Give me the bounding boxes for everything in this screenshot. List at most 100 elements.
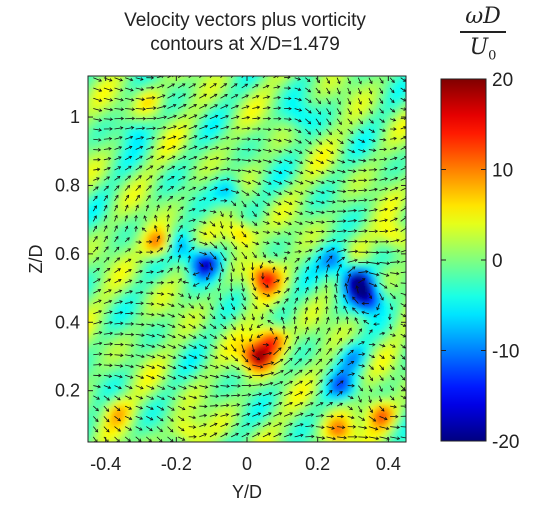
- velocity-vector-head: [151, 136, 156, 140]
- velocity-vector: [146, 165, 153, 171]
- velocity-vector: [273, 412, 282, 417]
- velocity-vector: [93, 385, 101, 388]
- velocity-vector-head: [236, 403, 241, 407]
- velocity-vector-head: [285, 276, 289, 281]
- velocity-vector: [146, 261, 154, 263]
- velocity-vector-head: [240, 278, 245, 283]
- velocity-vector: [220, 104, 229, 109]
- velocity-vector-head: [309, 380, 313, 384]
- velocity-vector: [283, 380, 293, 386]
- velocity-vector-head: [172, 155, 176, 159]
- velocity-vector: [336, 316, 339, 325]
- velocity-vector-head: [314, 275, 319, 279]
- velocity-vector: [347, 179, 357, 182]
- velocity-vector-head: [181, 304, 185, 308]
- velocity-vector-head: [328, 131, 332, 136]
- velocity-vector-head: [244, 83, 249, 87]
- velocity-vector: [390, 261, 400, 263]
- velocity-vector-head: [128, 155, 133, 160]
- velocity-vector: [146, 185, 152, 191]
- velocity-vector-head: [140, 87, 145, 92]
- velocity-vector: [368, 118, 374, 124]
- velocity-vector-head: [214, 104, 218, 108]
- velocity-vector: [93, 267, 100, 274]
- velocity-vector: [197, 293, 200, 300]
- velocity-vector: [177, 176, 186, 181]
- velocity-vector-head: [266, 230, 271, 235]
- velocity-vector-head: [203, 208, 207, 213]
- velocity-vector-head: [153, 224, 158, 229]
- velocity-vector-head: [231, 268, 235, 273]
- velocity-vector: [400, 97, 406, 102]
- velocity-vector-head: [108, 374, 113, 378]
- velocity-vector: [368, 354, 375, 358]
- velocity-vector-head: [240, 339, 245, 343]
- velocity-vector: [124, 156, 132, 161]
- velocity-vector-head: [384, 416, 388, 421]
- velocity-vector: [283, 169, 293, 174]
- velocity-vector-head: [321, 180, 325, 185]
- velocity-vector-head: [299, 401, 304, 406]
- velocity-vector-head: [161, 313, 165, 317]
- velocity-vector: [252, 422, 261, 427]
- velocity-vector: [114, 236, 119, 243]
- velocity-vector-head: [109, 88, 113, 92]
- velocity-vector-head: [169, 255, 173, 260]
- velocity-vector: [220, 136, 230, 140]
- velocity-vector-head: [130, 343, 135, 348]
- velocity-vector: [315, 358, 322, 366]
- velocity-vector: [156, 185, 163, 191]
- velocity-vector-head: [277, 221, 281, 226]
- velocity-vector-head: [135, 204, 139, 209]
- velocity-vector-head: [242, 306, 247, 310]
- velocity-vector-head: [212, 315, 216, 320]
- velocity-vector-head: [203, 335, 207, 339]
- velocity-vector: [125, 312, 134, 315]
- velocity-vector-head: [305, 296, 309, 301]
- velocity-vector: [326, 247, 335, 253]
- velocity-vector-head: [141, 354, 145, 359]
- y-tick-label: 1: [70, 107, 80, 127]
- velocity-vector-head: [381, 119, 385, 123]
- velocity-vector: [231, 126, 240, 130]
- velocity-vector: [146, 426, 153, 432]
- velocity-vector: [199, 241, 208, 245]
- x-tick-label: 0.4: [376, 454, 401, 474]
- velocity-vector-head: [172, 396, 176, 401]
- velocity-vector-head: [139, 396, 144, 400]
- velocity-vector: [315, 307, 319, 314]
- velocity-vector-head: [109, 342, 114, 346]
- velocity-vector: [135, 395, 143, 400]
- velocity-vector-head: [223, 83, 228, 87]
- velocity-vector-head: [258, 159, 262, 163]
- velocity-vector-head: [370, 366, 374, 370]
- velocity-vector-head: [202, 83, 207, 87]
- velocity-vector: [379, 158, 387, 161]
- velocity-vector: [124, 279, 132, 284]
- velocity-vector: [273, 347, 282, 356]
- velocity-vector: [114, 416, 121, 422]
- velocity-vector-head: [192, 405, 197, 410]
- velocity-vector: [389, 118, 396, 121]
- velocity-vector-head: [192, 197, 196, 201]
- velocity-vector-head: [328, 347, 332, 352]
- velocity-vector-head: [269, 309, 273, 313]
- velocity-vector: [188, 93, 197, 99]
- velocity-vector-head: [354, 317, 358, 321]
- velocity-vector: [124, 77, 133, 81]
- velocity-vector: [156, 313, 165, 317]
- velocity-vector: [167, 405, 175, 411]
- velocity-vector: [400, 108, 406, 110]
- velocity-vector-head: [120, 107, 125, 112]
- velocity-vector: [315, 265, 319, 273]
- velocity-vector: [154, 225, 158, 232]
- velocity-vector-head: [161, 145, 166, 150]
- velocity-vector: [357, 77, 362, 84]
- velocity-vector: [177, 364, 187, 369]
- velocity-vector: [177, 292, 184, 297]
- velocity-vector-head: [289, 401, 293, 406]
- colorbar-label: ωD U0: [448, 4, 518, 63]
- velocity-vector-head: [369, 388, 373, 393]
- velocity-vector: [114, 364, 123, 367]
- velocity-vector: [177, 436, 185, 441]
